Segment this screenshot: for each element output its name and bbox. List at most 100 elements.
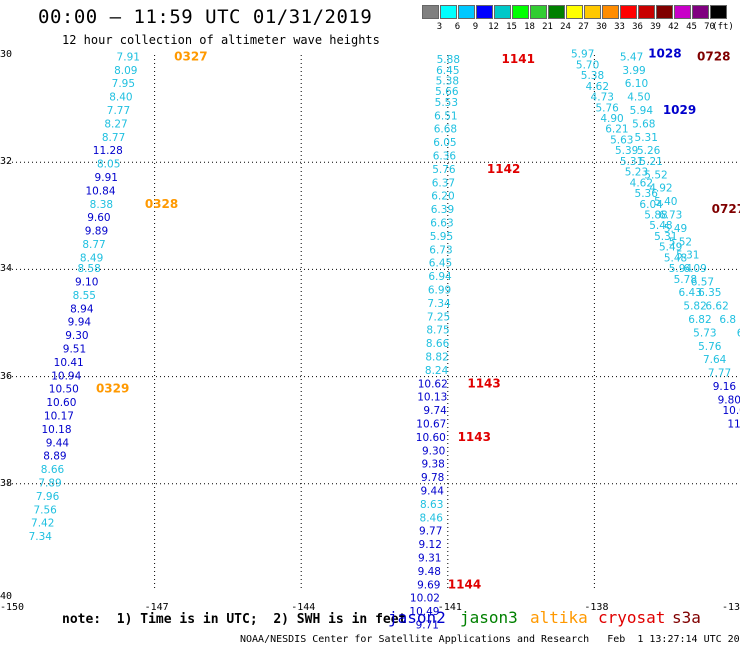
y-tick-label: -38 bbox=[0, 477, 13, 489]
wave-height-value: 9.71 bbox=[416, 620, 439, 632]
track-east-b: 5.473.996.104.505.945.685.315.265.215.52… bbox=[620, 49, 740, 339]
wave-height-value: 10.50 bbox=[49, 384, 79, 396]
legend-label: 30 bbox=[596, 22, 607, 32]
wave-height-value: 8.40 bbox=[109, 92, 132, 104]
wave-height-value: 6.73 bbox=[659, 209, 682, 221]
wave-height-value: 7.25 bbox=[427, 311, 450, 323]
y-tick-label: -30 bbox=[0, 49, 13, 60]
satellite-jason2: jason2 bbox=[388, 608, 446, 627]
y-tick-label: -36 bbox=[0, 370, 13, 382]
wave-height-value: 10.41 bbox=[54, 357, 84, 369]
wave-height-value: 6.45 bbox=[436, 65, 459, 77]
wave-height-value: 8.58 bbox=[77, 263, 100, 275]
wave-height-value: 10.94 bbox=[51, 370, 81, 382]
wave-height-value: 5.40 bbox=[654, 196, 677, 208]
x-tick-label: -150 bbox=[0, 602, 25, 613]
wave-height-value: 6.21 bbox=[605, 124, 628, 136]
wave-height-value: 8.63 bbox=[420, 499, 443, 511]
legend-swatch bbox=[638, 5, 655, 19]
wave-height-value: 6.63 bbox=[430, 218, 453, 230]
wave-height-value: 9.48 bbox=[418, 566, 441, 578]
pass-time-label: 0329 bbox=[96, 382, 129, 396]
x-tick-label: -13 bbox=[722, 602, 740, 613]
wave-height-value: 5.66 bbox=[435, 86, 459, 98]
wave-height-value: 6.09 bbox=[683, 263, 706, 275]
wave-height-value: 9.16 bbox=[713, 381, 737, 393]
wave-height-value: 5.88 bbox=[644, 209, 667, 221]
wave-height-value: 9.31 bbox=[418, 553, 441, 565]
legend-swatch bbox=[458, 5, 475, 19]
page-title: 00:00 – 11:59 UTC 01/31/2019 bbox=[38, 6, 373, 28]
wave-height-value: 4.62 bbox=[630, 177, 653, 189]
legend-swatch bbox=[710, 5, 727, 19]
wave-height-value: 8.55 bbox=[73, 290, 96, 302]
x-tick-label: -147 bbox=[144, 602, 169, 613]
wave-height-value: 8.49 bbox=[80, 252, 103, 264]
track-west: 7.918.097.958.407.778.278.7711.288.059.9… bbox=[29, 49, 208, 543]
y-tick-label: -34 bbox=[0, 263, 13, 275]
pass-time-label: 1144 bbox=[448, 577, 481, 591]
legend-label: 9 bbox=[472, 22, 479, 32]
wave-height-value: 6.73 bbox=[429, 244, 452, 256]
wave-height-value: 5.70 bbox=[576, 59, 599, 71]
legend-label: 21 bbox=[542, 22, 553, 32]
wave-height-value: 5.31 bbox=[635, 132, 658, 144]
wave-height-value: 5.36 bbox=[635, 188, 659, 200]
wave-height-value: 4.73 bbox=[591, 92, 614, 104]
pass-time-label: 1141 bbox=[502, 52, 535, 66]
wave-height-value: 6.99 bbox=[428, 285, 451, 297]
legend-unit: (ft) bbox=[712, 22, 734, 32]
wave-height-value: 5.39 bbox=[615, 145, 638, 157]
wave-height-value: 5.52 bbox=[669, 236, 692, 248]
wave-height-value: 5.68 bbox=[632, 118, 655, 130]
wave-height-value: 4.90 bbox=[600, 113, 623, 125]
x-tick-label: -138 bbox=[584, 602, 609, 613]
legend-label: 15 bbox=[506, 22, 517, 32]
wave-height-value: 8.89 bbox=[43, 451, 66, 463]
wave-height-value: 9.44 bbox=[421, 486, 445, 498]
wave-height-value: 13. bbox=[739, 432, 740, 444]
wave-height-value: 8.75 bbox=[426, 325, 449, 337]
pass-time-label: 1143 bbox=[467, 376, 500, 390]
x-tick-label: -144 bbox=[291, 602, 316, 613]
wave-height-value: 8.09 bbox=[114, 65, 137, 77]
wave-height-value: 8.46 bbox=[420, 512, 444, 524]
wave-height-value: 7.42 bbox=[31, 518, 54, 530]
legend-swatch bbox=[602, 5, 619, 19]
wave-height-value: 6.62 bbox=[705, 301, 728, 313]
wave-height-value: 7.56 bbox=[33, 504, 57, 516]
wave-height-value: 4.62 bbox=[586, 81, 609, 93]
wave-height-value: 8.66 bbox=[41, 464, 65, 476]
legend-label: 39 bbox=[650, 22, 661, 32]
wave-height-value: 6.51 bbox=[434, 110, 457, 122]
legend-label: 24 bbox=[560, 22, 571, 32]
wave-height-value: 11.6 bbox=[727, 419, 740, 431]
legend-label: 42 bbox=[668, 22, 679, 32]
wave-height-value: 7.77 bbox=[107, 105, 130, 117]
pass-time-label: 1142 bbox=[487, 162, 520, 176]
legend-swatch bbox=[674, 5, 691, 19]
wave-height-value: 6.35 bbox=[698, 287, 721, 299]
wave-height-value: 7.77 bbox=[708, 368, 731, 380]
wave-height-value: 8.77 bbox=[102, 132, 125, 144]
wave-height-value: 8.27 bbox=[104, 118, 127, 130]
wave-height-value: 11.28 bbox=[93, 145, 123, 157]
wave-height-value: 9.89 bbox=[85, 226, 108, 238]
wave-height-value: 10.02 bbox=[410, 593, 440, 605]
wave-height-value: 5.31 bbox=[654, 231, 677, 243]
legend-swatch bbox=[656, 5, 673, 19]
satellite-s3a: s3a bbox=[672, 608, 701, 627]
legend-swatch bbox=[440, 5, 457, 19]
x-tick-label: -141 bbox=[437, 602, 462, 613]
wave-height-value: 9.69 bbox=[417, 579, 440, 591]
wave-height-value: 7.96 bbox=[36, 491, 60, 503]
footer-note: note: 1) Time is in UTC; 2) SWH is in fe… bbox=[62, 612, 407, 627]
wave-height-value: 9.30 bbox=[65, 330, 88, 342]
legend-swatch bbox=[548, 5, 565, 19]
wave-height-value: 5.95 bbox=[430, 231, 453, 243]
pass-time-label: 0728 bbox=[697, 49, 730, 63]
legend-label: 12 bbox=[488, 22, 499, 32]
legend-label: 36 bbox=[632, 22, 643, 32]
wave-height-value: 10.18 bbox=[41, 424, 71, 436]
